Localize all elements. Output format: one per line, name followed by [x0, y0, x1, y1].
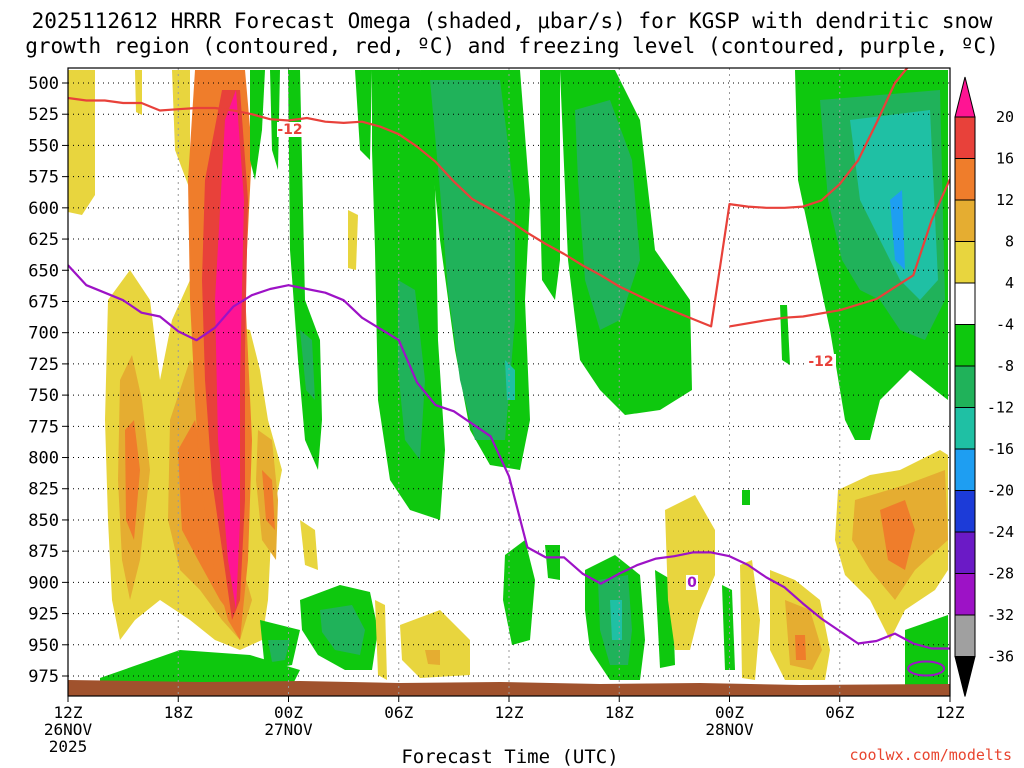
- colorbar-label: 16: [996, 150, 1014, 168]
- y-tick-label: 650: [28, 261, 59, 281]
- contour-series-2: [68, 264, 950, 650]
- colorbar-label: -36: [987, 648, 1014, 666]
- x-axis-label: Forecast Time (UTC): [401, 746, 618, 768]
- colorbar-label: -12: [987, 399, 1014, 417]
- y-tick-label: 700: [28, 324, 59, 344]
- y-tick-label: 950: [28, 636, 59, 656]
- colorbar-segment: [954, 490, 976, 533]
- colorbar-label: 12: [996, 191, 1014, 209]
- y-tick-label: 725: [28, 355, 59, 375]
- colorbar: 20 16 12 8 4 -4 -8 -12 -16 -20 -24 -28 -32 -36: [954, 76, 1014, 697]
- colorbar-label: -16: [987, 440, 1014, 458]
- colorbar-segment: [954, 241, 976, 284]
- x-tick-year: 2025: [49, 737, 88, 756]
- colorbar-segment: [954, 448, 976, 491]
- dgz-label-upper: -12: [277, 122, 302, 138]
- x-tick-label: 18Z: [605, 703, 634, 722]
- y-tick-label: 600: [28, 199, 59, 219]
- credit-text: coolwx.com/modelts: [849, 746, 1012, 764]
- colorbar-segment: [954, 282, 976, 325]
- chart-title-line1: 2025112612 HRRR Forecast Omega (shaded, …: [32, 9, 993, 33]
- y-tick-label: 575: [28, 168, 59, 188]
- y-tick-label: 675: [28, 292, 59, 312]
- colorbar-label: 8: [1005, 233, 1014, 251]
- colorbar-segment: [954, 531, 976, 574]
- chart-title-line2: growth region (contoured, red, ºC) and f…: [25, 34, 999, 58]
- colorbar-label: -24: [987, 523, 1014, 541]
- x-tick-date: 27NOV: [264, 720, 313, 739]
- x-tick-label: 00Z: [715, 703, 744, 722]
- y-tick-label: 925: [28, 605, 59, 625]
- colorbar-segment: [954, 158, 976, 201]
- colorbar-label: 4: [1005, 274, 1014, 292]
- y-tick-label: 975: [28, 667, 59, 687]
- y-tick-label: 800: [28, 449, 59, 469]
- colorbar-segment: [954, 116, 976, 159]
- y-tick-label: 625: [28, 230, 59, 250]
- omega-shading: [68, 70, 948, 690]
- colorbar-label: -28: [987, 565, 1014, 583]
- x-tick-date: 28NOV: [705, 720, 754, 739]
- y-tick-label: 775: [28, 417, 59, 437]
- colorbar-label: -20: [987, 482, 1014, 500]
- colorbar-bottom-triangle: [954, 656, 976, 697]
- freezing-label: 0: [687, 575, 697, 591]
- colorbar-segment: [954, 407, 976, 450]
- y-axis: 500 525 550 575 600 625 650 675 700 725 750 775 800 8…: [28, 74, 68, 687]
- colorbar-label: -32: [987, 606, 1014, 624]
- y-tick-label: 525: [28, 105, 59, 125]
- colorbar-label: 20: [996, 108, 1014, 126]
- dgz-label-lower: -12: [808, 354, 833, 370]
- x-tick-date: 26NOV: [44, 720, 93, 739]
- contour-series-1: [729, 178, 950, 328]
- x-tick-label: 06Z: [384, 703, 413, 722]
- freezing-loop: [907, 660, 946, 677]
- y-tick-label: 500: [28, 74, 59, 94]
- colorbar-label: -8: [996, 357, 1014, 375]
- y-tick-label: 550: [28, 136, 59, 156]
- contour-lines: [68, 68, 950, 677]
- x-tick-label: 12Z: [495, 703, 524, 722]
- colorbar-segment: [954, 199, 976, 242]
- contour-series-0: [68, 68, 909, 328]
- x-tick-label: 12Z: [54, 703, 83, 722]
- x-tick-label: 00Z: [274, 703, 303, 722]
- y-tick-label: 825: [28, 480, 59, 500]
- y-tick-label: 900: [28, 573, 59, 593]
- x-tick-label: 12Z: [936, 703, 965, 722]
- colorbar-segment: [954, 573, 976, 616]
- colorbar-label: -4: [996, 316, 1014, 334]
- contour-labels: -12 -12 0: [277, 122, 836, 591]
- y-tick-label: 875: [28, 542, 59, 562]
- x-tick-label: 06Z: [825, 703, 854, 722]
- colorbar-segment: [954, 324, 976, 367]
- grid-lines: [67, 68, 951, 696]
- colorbar-segment: [954, 614, 976, 657]
- colorbar-segment: [954, 365, 976, 408]
- x-tick-label: 18Z: [164, 703, 193, 722]
- y-tick-label: 750: [28, 386, 59, 406]
- y-tick-label: 850: [28, 511, 59, 531]
